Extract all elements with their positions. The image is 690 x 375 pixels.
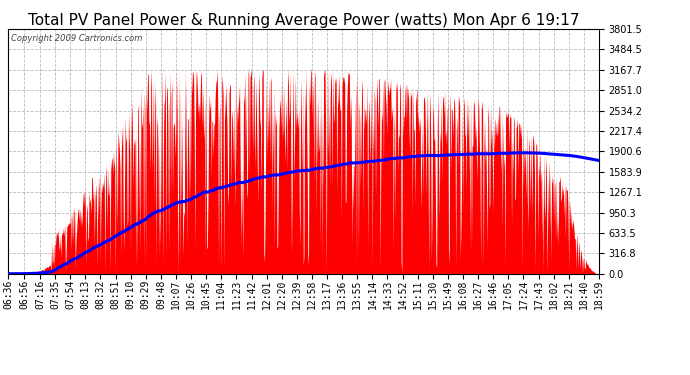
Text: Copyright 2009 Cartronics.com: Copyright 2009 Cartronics.com [11, 34, 143, 43]
Title: Total PV Panel Power & Running Average Power (watts) Mon Apr 6 19:17: Total PV Panel Power & Running Average P… [28, 13, 580, 28]
